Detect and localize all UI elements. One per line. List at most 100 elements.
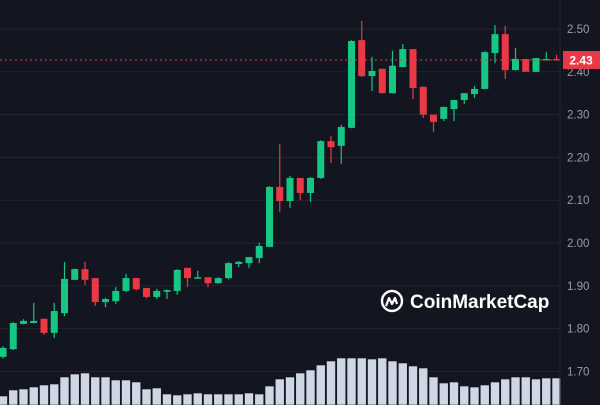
volume-bar [326, 360, 336, 405]
candle-body [337, 127, 345, 146]
candle-body [30, 320, 38, 324]
volume-bar [0, 395, 8, 405]
candle [450, 100, 458, 122]
candle-body [153, 290, 161, 297]
volume-bar [182, 393, 193, 405]
candle-body [286, 177, 294, 202]
y-tick-label: 2.30 [567, 110, 589, 122]
candle [430, 114, 437, 133]
candle-body [532, 58, 540, 72]
candle [102, 297, 109, 308]
candle [399, 43, 407, 68]
current-price-text: 2.43 [569, 53, 593, 67]
volume-bar [408, 365, 418, 405]
y-tick-label: 2.00 [567, 238, 589, 250]
candle-body [491, 34, 499, 53]
volume-bar [428, 376, 439, 405]
candle [389, 50, 396, 94]
candle [91, 278, 99, 306]
candle [30, 302, 38, 324]
candle-body [112, 290, 120, 302]
y-tick-label: 2.50 [567, 24, 589, 36]
volume-bar [285, 376, 295, 405]
volume-bar [469, 386, 480, 405]
candle [286, 175, 294, 208]
candle-body [9, 323, 17, 350]
candle [0, 346, 7, 359]
candle [112, 287, 120, 304]
volume-bar [418, 367, 429, 405]
volume-bar [315, 364, 326, 405]
volume-bar [387, 360, 398, 405]
candle-body [471, 88, 478, 95]
candle [337, 124, 345, 164]
candle-body [173, 269, 181, 291]
volume-bar [141, 388, 152, 405]
current-price-label: 2.43 [563, 50, 600, 69]
y-tick-label: 1.70 [567, 366, 589, 378]
candle [307, 177, 314, 202]
candle-body [194, 277, 202, 279]
candle [132, 278, 140, 291]
candle [225, 262, 232, 280]
candle [266, 186, 273, 248]
y-tick-label: 1.80 [567, 324, 589, 336]
candle [512, 47, 519, 71]
volume-bar [192, 392, 203, 405]
candles [0, 20, 560, 359]
candle-body [512, 58, 519, 71]
volume-bar [531, 378, 541, 405]
volume-bar [28, 386, 39, 405]
candle [9, 322, 17, 350]
candle [348, 40, 355, 129]
candle-body [522, 58, 530, 72]
volume-bar [110, 379, 121, 405]
volume-bar [490, 381, 500, 405]
volume-bar [100, 376, 111, 405]
candle [81, 261, 89, 285]
candle-body [389, 65, 396, 94]
volume-bar [254, 393, 265, 405]
candle-body [409, 49, 417, 89]
candle [153, 288, 161, 300]
volume-bar [162, 393, 172, 405]
candle [409, 49, 417, 100]
y-tick-label: 2.20 [567, 152, 589, 164]
candle-body [81, 269, 89, 280]
volume-bar [203, 393, 213, 405]
volume-bar [59, 376, 70, 405]
candle-body [61, 278, 68, 314]
candle [184, 267, 191, 288]
candle-body [440, 106, 448, 119]
candle-body [419, 86, 427, 115]
volume-bar [346, 357, 357, 405]
volume-bar [121, 379, 131, 405]
candle-body [358, 40, 366, 77]
volume-bar [479, 384, 490, 405]
candle [358, 20, 366, 77]
candle [460, 93, 468, 104]
volume-bar [39, 384, 49, 405]
candle [40, 318, 48, 336]
candle [71, 268, 79, 281]
candle-body [0, 347, 7, 357]
volume-bar [69, 373, 80, 405]
candle-body [122, 278, 130, 291]
current-price-box [563, 50, 600, 69]
volume-bar [49, 383, 60, 405]
candle-body [204, 277, 212, 284]
candle [61, 261, 68, 317]
coinmarketcap-logo-icon [380, 289, 404, 313]
volume-bar [438, 382, 449, 405]
candle-body [225, 263, 232, 279]
candle [378, 68, 386, 94]
volume-bar [459, 385, 470, 405]
candle [368, 56, 376, 92]
candle [491, 25, 499, 64]
volume-bar [80, 372, 90, 405]
candle [255, 243, 263, 264]
candle-body [163, 290, 171, 292]
candle-body [235, 261, 243, 264]
